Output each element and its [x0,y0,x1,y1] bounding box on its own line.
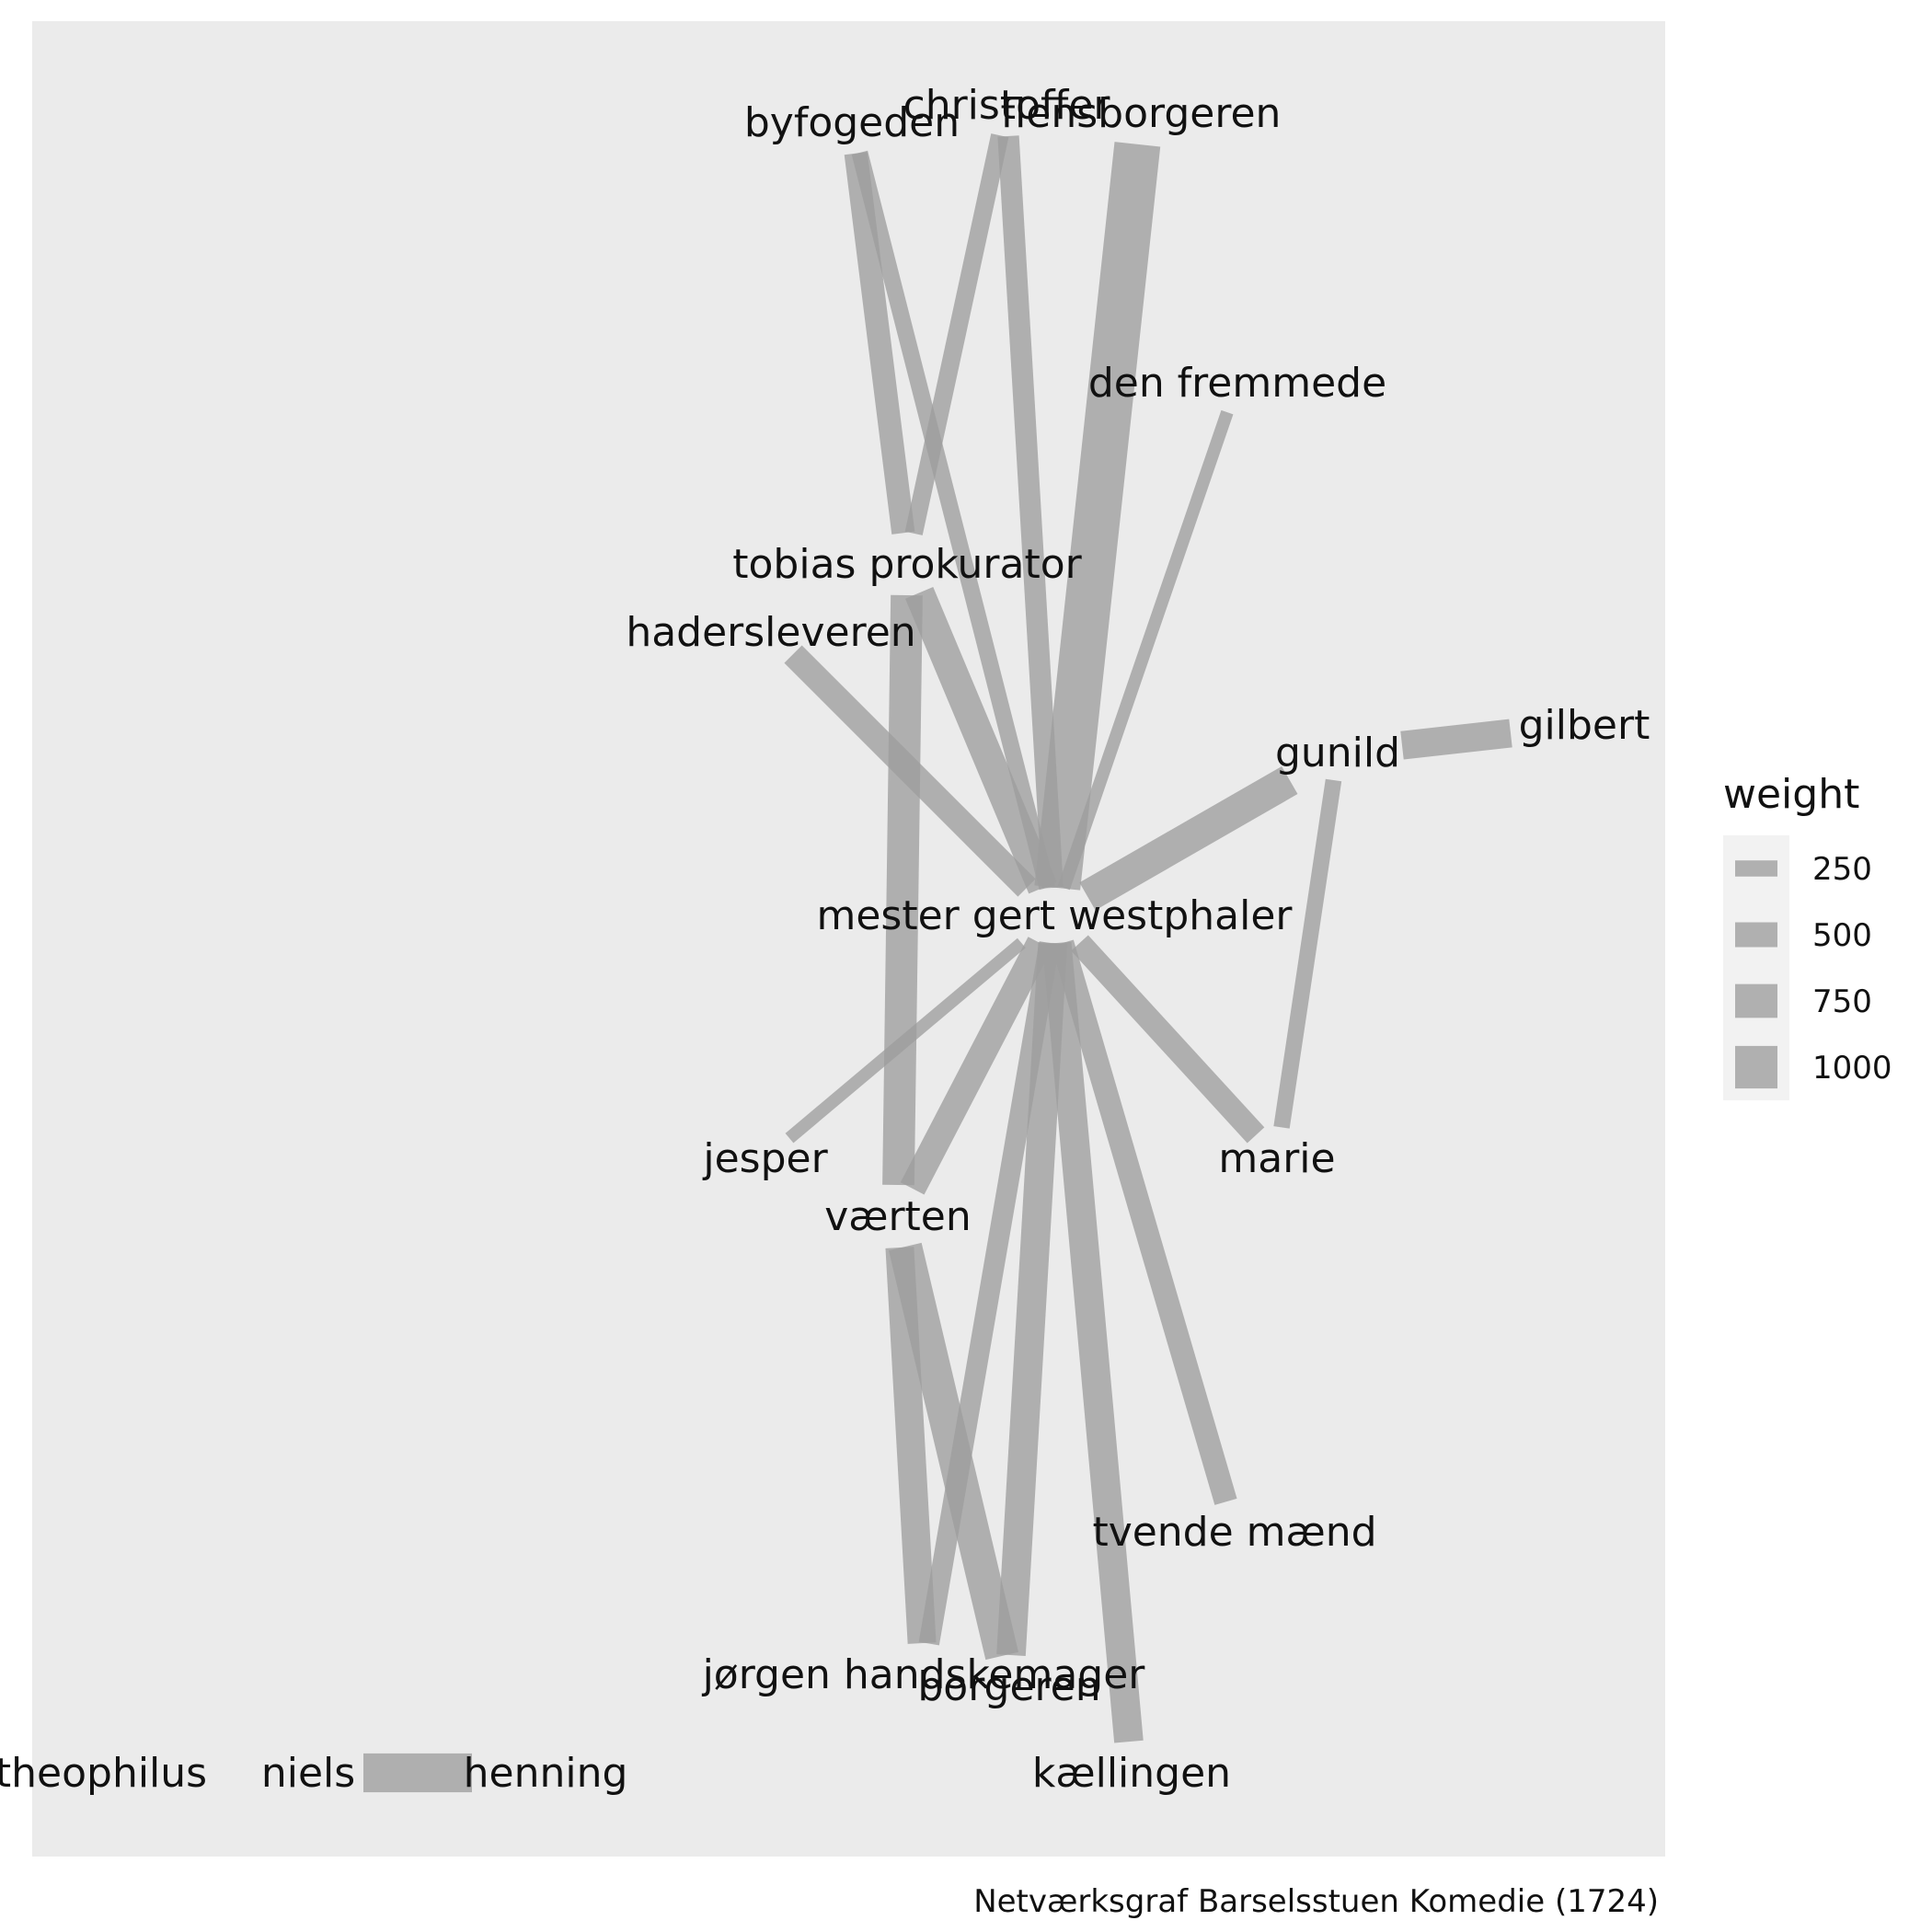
node-label-jesper: jesper [702,1135,828,1182]
edge-mester-gert-westphaler-værten [900,937,1052,1195]
legend-label-250: 250 [1812,851,1872,888]
node-label-den-fremmede: den fremmede [1088,360,1386,407]
legend-title: weight [1723,771,1859,818]
edge-mester-gert-westphaler-marie [1071,935,1265,1144]
weight-legend: weight 250 500 750 1000 [1723,771,1892,1100]
edges-layer [363,133,1512,1793]
node-label-christoffer: christoffer [903,82,1111,129]
edge-mester-gert-westphaler-tobias-prokurator [905,587,1057,894]
edge-mester-gert-westphaler-christoffer [997,135,1064,889]
node-label-gunild: gunild [1275,730,1400,776]
plot-panel [32,21,1665,1857]
edge-mester-gert-westphaler-kællingen [1041,941,1144,1743]
node-label-tobias-prokurator: tobias prokurator [732,541,1082,588]
nodes-layer: mester gert westphaler byfogedenchristoff… [0,82,1650,1797]
caption: Netværksgraf Barselsstuen Komedie (1724) [973,1883,1659,1920]
edge-mester-gert-westphaler-borgeren [996,942,1068,1656]
node-label-hadersleveren: hadersleveren [626,609,915,656]
edge-christoffer-tobias-prokurator [904,133,1009,535]
edge-mester-gert-westphaler-den-fremmede [1057,409,1234,891]
edge-mester-gert-westphaler-tvende-mænd [1051,939,1237,1505]
node-label-henning: henning [464,1750,628,1797]
node-label-borgeren: borgeren [917,1663,1100,1710]
edge-mester-gert-westphaler-gunild [1079,765,1298,911]
node-label-værten: værten [824,1193,972,1240]
legend-label-750: 750 [1812,983,1872,1020]
edge-mester-gert-westphaler-jørgen-handskemager [918,941,1060,1646]
node-label-flensborgeren: flensborgeren [1001,90,1282,137]
edge-tobias-prokurator-værten [882,594,923,1186]
edge-værten-borgeren [889,1242,1018,1661]
edge-værten-jørgen-handskemager [885,1247,937,1644]
legend-items: 250 500 750 1000 [1735,851,1892,1089]
node-label-kællingen: kællingen [1032,1750,1231,1797]
node-label-niels: niels [261,1750,355,1797]
edge-byfogeden-tobias-prokurator [844,152,915,535]
edge-gunild-marie [1273,778,1342,1129]
node-label-marie: marie [1218,1135,1335,1182]
node-label-mester-gert-westphaler: mester gert westphaler [817,892,1294,939]
node-label-byfogeden: byfogeden [744,99,960,146]
node-label-gilbert: gilbert [1519,702,1650,749]
node-label-tvende-mænd: tvende mænd [1092,1509,1376,1556]
legend-label-500: 500 [1812,917,1872,954]
edge-mester-gert-westphaler-byfogeden [851,150,1056,891]
legend-label-1000: 1000 [1812,1050,1892,1087]
edge-mester-gert-westphaler-flensborgeren [1034,142,1161,891]
node-label-theophilus: theophilus [0,1750,207,1797]
node-label-jørgen-handskemager: jørgen handskemager [702,1651,1146,1698]
edge-gunild-gilbert [1400,719,1512,760]
